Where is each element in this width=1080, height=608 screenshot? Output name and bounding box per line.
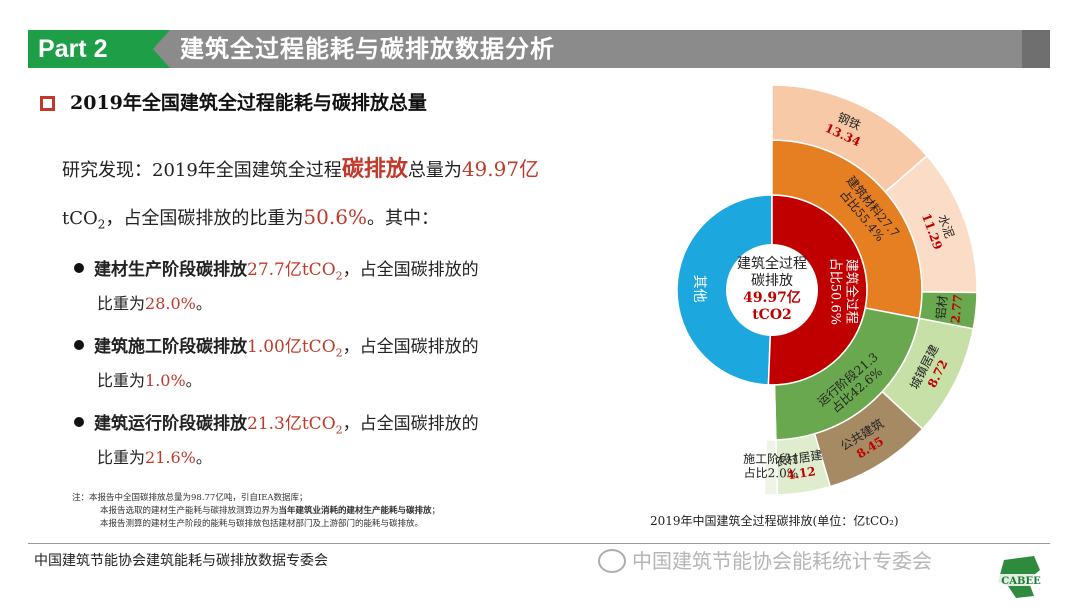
label-outer-1: 水泥11.29 [919,206,959,251]
share-prefix: 比重为 [97,371,146,390]
bullet-operation-share: 比重为21.6%。 [97,446,212,470]
part-badge [28,30,170,68]
middle-slice-2 [765,384,777,441]
note-line-1: 注：本报告中全国碳排放总量为98.77亿吨，引自IEA数据库； [72,493,308,503]
note-line-2c: ； [431,506,441,516]
bullet-dot-icon [74,263,84,273]
cabee-logo-text: CABEE [1001,576,1041,587]
share-suffix: 。 [185,371,202,390]
finding-share: 50.6% [303,205,367,229]
share-suffix: 。 [195,448,212,467]
finding-mid: 总量为 [407,160,462,181]
share-prefix: 比重为 [97,448,146,467]
bullet-construction: 建筑施工阶段碳排放1.00亿tCO2，占全国碳排放的 [74,332,594,368]
bullet-value-sub: 2 [335,269,343,283]
bullet-construction-share: 比重为1.0%。 [97,369,202,393]
label-middle-2: 施工阶段1 占比2.0% [743,451,799,480]
label-outer-5: 农村居建4.12 [774,448,826,484]
finding-prefix: 研究发现：2019年全国建筑全过程 [62,160,342,181]
header-banner [28,30,1050,68]
share-value: 1.0% [145,371,186,390]
bullet-dot-icon [74,340,84,350]
finding-mid2: ，占全国碳排放的比重为 [105,208,304,229]
bullet-tail: ，占全国碳排放的 [342,337,479,357]
footer-org: 中国建筑节能协会建筑能耗与碳排放数据专委会 [34,553,328,569]
page-title: 建筑全过程能耗与碳排放数据分析 [180,35,555,63]
bullet-value: 21.3亿tCO [247,414,336,434]
bullet-dot-icon [74,417,84,427]
outer-slice-6 [763,439,779,496]
center-label: 建筑全过程碳排放 49.97亿 tCO2 [737,255,807,323]
finding-suffix: 。其中： [366,208,439,229]
wechat-icon [598,549,626,573]
share-value: 21.6% [145,448,196,467]
label-building: 建筑全过程占比50.6% [827,258,859,325]
cabee-logo: CABEE [998,556,1044,598]
label-other: 其他 [691,275,707,303]
finding-keyword: 碳排放 [341,156,408,182]
note-line-2a: 本报告选取的建材生产能耗与碳排放测算边界为 [100,506,279,516]
bullet-tail: ，占全国碳排放的 [342,414,479,434]
label-outer-3: 城镇居建8.72 [907,342,955,398]
label-middle-1: 运行阶段21.3占比42.6% [814,349,890,419]
chart-caption: 2019年中国建筑全过程碳排放(单位：亿tCO₂) [650,514,899,528]
bullet-value: 1.00亿tCO [247,337,336,357]
finding-total: 49.97亿 [461,157,540,181]
note-line-2: 本报告选取的建材生产能耗与碳排放测算边界为当年建筑业消耗的建材生产能耗与碳排放； [72,505,440,518]
note-line-2b: 当年建筑业消耗的建材生产能耗与碳排放 [278,506,432,516]
label-outer-4: 公共建筑8.45 [838,415,895,466]
outer-slice-2 [918,291,978,330]
finding-unit-sub: 2 [97,217,106,232]
center-hole [726,244,818,336]
bullet-material: 建材生产阶段碳排放27.7亿tCO2，占全国碳排放的 [74,255,594,291]
banner-end-block [1022,30,1050,68]
watermark-text: 中国建筑节能协会能耗统计专委会 [632,549,932,573]
outer-slice-5 [775,432,832,496]
footer-divider [28,543,1050,544]
square-bullet-icon [40,96,55,111]
bullet-label: 建材生产阶段碳排放 [94,260,247,280]
label-outer-2: 铝材2.77 [932,292,965,324]
bullet-value-sub: 2 [335,423,343,437]
section-subtitle: 2019年全国建筑全过程能耗与碳排放总量 [70,92,427,114]
note-line-3: 本报告测算的建材生产阶段的能耗与碳排放包括建材部门及上游部门的能耗与碳排放。 [100,519,424,529]
share-suffix: 。 [195,294,212,313]
label-middle-0: 建筑材料27.7占比55.4% [833,173,903,249]
part-label: Part 2 [38,35,108,63]
footnotes: 注：本报告中全国碳排放总量为98.77亿吨，引自IEA数据库； 本报告选取的建材… [72,492,440,531]
bullet-label: 建筑运行阶段碳排放 [94,414,247,434]
outer-slice-4 [813,390,924,488]
bullet-operation: 建筑运行阶段碳排放21.3亿tCO2，占全国碳排放的 [74,409,594,445]
bullet-tail: ，占全国碳排放的 [342,260,479,280]
slice-building [767,194,868,386]
outer-slice-3 [881,317,975,431]
outer-slice-1 [884,154,978,294]
middle-slice-0 [771,139,923,320]
slice-other [676,194,773,386]
share-value: 28.0% [145,294,196,313]
bullet-material-share: 比重为28.0%。 [97,292,212,316]
bullet-label: 建筑施工阶段碳排放 [94,337,247,357]
outer-slice-0 [771,84,929,193]
middle-slice-1 [773,307,921,441]
finding-unit: tCO [62,208,98,229]
finding-line-2: tCO2，占全国碳排放的比重为50.6%。其中： [62,202,622,240]
share-prefix: 比重为 [97,294,146,313]
finding-line-1: 研究发现：2019年全国建筑全过程碳排放总量为49.97亿 [62,154,622,186]
bullet-value-sub: 2 [335,346,343,360]
label-outer-0: 钢铁13.34 [823,107,869,149]
bullet-value: 27.7亿tCO [247,260,336,280]
